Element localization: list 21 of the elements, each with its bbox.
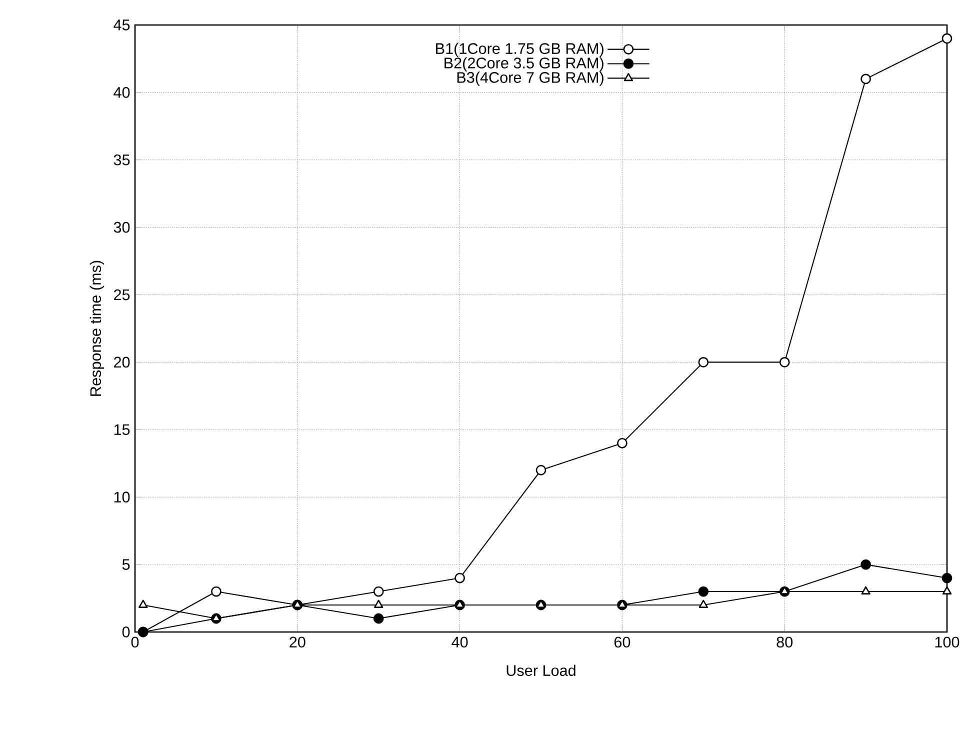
y-tick-label: 35 [114,154,130,166]
y-tick-label: 5 [122,559,130,570]
x-tick-label: 60 [614,636,630,648]
y-tick-label: 25 [114,289,130,300]
x-tick-label: 40 [452,636,468,648]
y-tick-label: 30 [114,222,130,233]
y-tick-label: 0 [122,626,130,638]
x-tick-label: 100 [935,636,960,648]
y-tick-label: 20 [114,356,130,368]
y-tick-label: 45 [114,20,130,30]
x-tick-label: 80 [776,636,793,648]
y-axis-title: Response time (ms) [90,260,104,396]
legend-label: B3(4Core 7 GB RAM) [457,72,604,86]
legend-label: B2(2Core 3.5 GB RAM) [444,57,604,72]
y-tick-label: 10 [114,492,130,503]
x-tick-label: 20 [290,636,306,648]
x-tick-label: 0 [131,636,139,648]
x-axis-title: User Load [506,664,576,676]
y-tick-label: 40 [114,87,130,98]
legend-label: B1(1Core 1.75 GB RAM) [436,42,604,58]
y-tick-label: 15 [114,424,130,435]
